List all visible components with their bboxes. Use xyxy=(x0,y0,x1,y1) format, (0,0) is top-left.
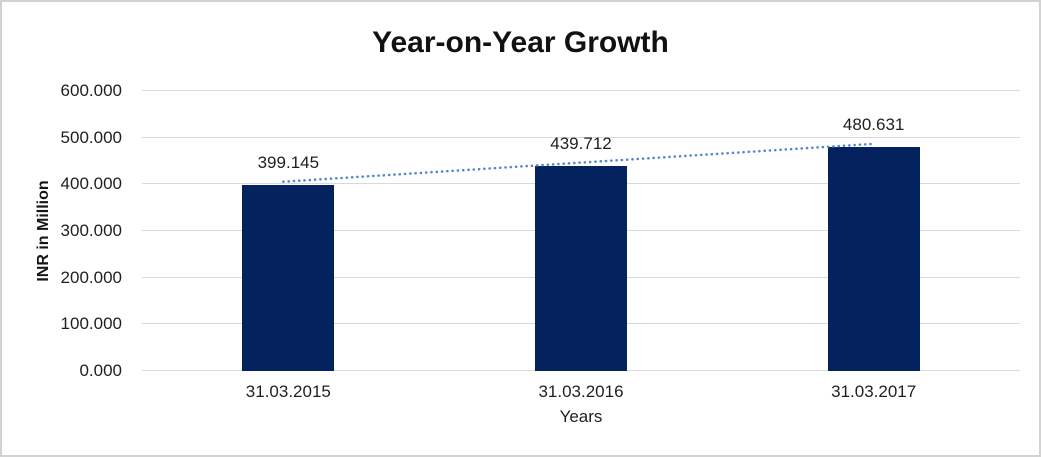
y-axis-tick-labels: 0.000 100.000 200.000 300.000 400.000 500.000… xyxy=(2,81,132,380)
bar xyxy=(827,146,920,371)
trendline xyxy=(282,142,877,184)
gridline xyxy=(142,90,1020,91)
chart-title: Year-on-Year Growth xyxy=(372,26,669,59)
y-tick-label: 400.000 xyxy=(60,174,122,194)
x-tick-label: 31.03.2016 xyxy=(538,382,624,401)
bar xyxy=(535,165,627,371)
y-tick-label: 200.000 xyxy=(60,267,122,287)
bar-value-label: 439.712 xyxy=(550,133,612,153)
y-tick-label: 100.000 xyxy=(60,314,122,334)
y-tick-label: 600.000 xyxy=(60,81,122,100)
trendline-path xyxy=(282,142,877,184)
bar-value-label: 399.145 xyxy=(257,152,320,172)
y-tick-label: 300.000 xyxy=(60,221,122,240)
plot-area: 399.145 439.712 480.631 xyxy=(142,90,1020,371)
x-tick-label: 31.03.2017 xyxy=(831,382,917,401)
y-tick-label: 500.000 xyxy=(60,127,122,147)
bar xyxy=(242,184,335,371)
y-tick-label: 0.000 xyxy=(79,361,122,380)
x-tick-label: 31.03.2015 xyxy=(245,382,331,401)
x-axis-tick-labels: 31.03.2015 31.03.2016 31.03.2017 xyxy=(142,382,1020,404)
bar-value-label: 480.631 xyxy=(842,114,905,134)
x-axis-title: Years xyxy=(559,407,603,426)
gridline xyxy=(142,136,1020,138)
